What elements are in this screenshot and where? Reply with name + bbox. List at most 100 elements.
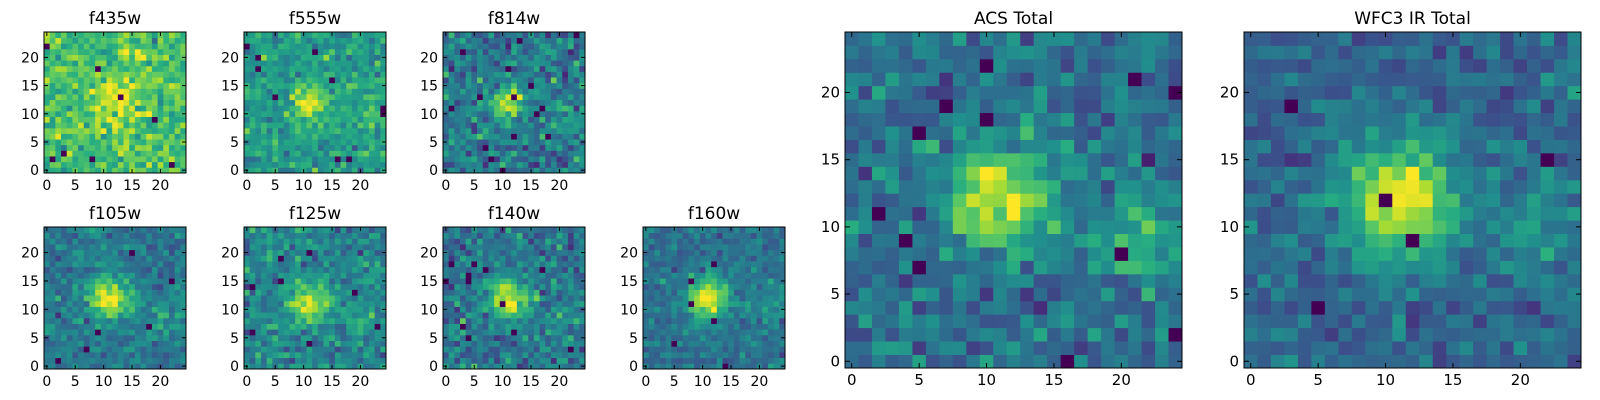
heatmap-cell bbox=[134, 122, 141, 129]
heatmap-cell bbox=[511, 227, 518, 234]
heatmap-cell bbox=[306, 32, 313, 39]
heatmap-cell bbox=[579, 255, 586, 262]
heatmap-cell bbox=[885, 327, 900, 342]
heatmap-cell bbox=[699, 289, 706, 296]
heatmap-cell bbox=[539, 77, 546, 84]
heatmap-cell bbox=[174, 88, 181, 95]
heatmap-cell bbox=[278, 306, 285, 313]
heatmap-cell bbox=[95, 105, 102, 112]
heatmap-cell bbox=[334, 295, 341, 302]
heatmap-cell bbox=[516, 32, 523, 39]
heatmap-cell bbox=[505, 94, 512, 101]
heatmap-cell bbox=[733, 323, 740, 330]
axes-frame bbox=[243, 31, 387, 174]
heatmap-cell bbox=[722, 300, 729, 307]
heatmap-cell bbox=[249, 82, 256, 89]
heatmap-cell bbox=[767, 289, 775, 296]
heatmap-cell bbox=[522, 110, 529, 117]
heatmap-cell bbox=[168, 105, 176, 112]
heatmap-cell bbox=[460, 283, 467, 290]
heatmap-cell bbox=[346, 329, 353, 336]
heatmap-cell bbox=[722, 329, 729, 336]
heatmap-cell bbox=[567, 65, 575, 72]
heatmap-cell bbox=[567, 357, 575, 364]
heatmap-cell bbox=[733, 272, 740, 279]
heatmap-cell bbox=[95, 283, 102, 290]
heatmap-cell bbox=[174, 351, 181, 359]
heatmap-cell bbox=[494, 127, 501, 134]
heatmap-cell bbox=[306, 122, 313, 129]
heatmap-cell bbox=[255, 116, 262, 123]
heatmap-cell bbox=[773, 261, 780, 268]
heatmap-cell bbox=[505, 363, 512, 370]
heatmap-cell bbox=[49, 32, 56, 39]
heatmap-cell bbox=[993, 273, 1008, 288]
heatmap-cell bbox=[351, 346, 358, 353]
heatmap-cell bbox=[1101, 233, 1115, 248]
heatmap-cell bbox=[272, 329, 279, 336]
heatmap-cell bbox=[61, 363, 68, 370]
heatmap-cell bbox=[117, 150, 124, 157]
heatmap-cell bbox=[272, 99, 279, 106]
heatmap-cell bbox=[516, 37, 523, 44]
heatmap-cell bbox=[140, 60, 147, 67]
heatmap-cell bbox=[100, 71, 107, 78]
heatmap-cell bbox=[78, 244, 85, 251]
heatmap-cell bbox=[266, 340, 273, 347]
heatmap-cell bbox=[261, 156, 268, 163]
heatmap-cell bbox=[516, 71, 523, 78]
heatmap-cell bbox=[49, 238, 56, 245]
heatmap-cell bbox=[528, 77, 535, 84]
heatmap-cell bbox=[78, 255, 85, 262]
heatmap-cell bbox=[443, 65, 450, 72]
heatmap-cell bbox=[654, 346, 661, 353]
heatmap-cell bbox=[66, 261, 73, 268]
heatmap-cell bbox=[550, 272, 557, 279]
heatmap-cell bbox=[151, 300, 158, 307]
heatmap-cell bbox=[528, 346, 535, 353]
x-tick-label: 15 bbox=[522, 178, 540, 194]
heatmap-cell bbox=[249, 54, 256, 61]
heatmap-cell bbox=[898, 341, 913, 355]
heatmap-cell bbox=[745, 351, 752, 359]
heatmap-cell bbox=[1074, 354, 1089, 369]
heatmap-cell bbox=[465, 312, 472, 319]
heatmap-cell bbox=[249, 105, 256, 112]
heatmap-cell bbox=[95, 317, 102, 324]
heatmap-cell bbox=[129, 88, 136, 95]
heatmap-cell bbox=[482, 156, 489, 163]
heatmap-cell bbox=[134, 334, 141, 341]
heatmap-cell bbox=[1168, 193, 1183, 208]
heatmap-cell bbox=[117, 139, 124, 146]
heatmap-cell bbox=[1101, 287, 1115, 302]
heatmap-cell bbox=[168, 266, 176, 273]
heatmap-cell bbox=[306, 249, 313, 256]
y-tick-label: 0 bbox=[230, 359, 239, 375]
heatmap-cell bbox=[711, 261, 718, 268]
heatmap-cell bbox=[677, 249, 684, 256]
heatmap-cell bbox=[140, 272, 147, 279]
heatmap-cell bbox=[368, 357, 376, 364]
heatmap-cell bbox=[117, 105, 124, 112]
heatmap-cell bbox=[112, 261, 119, 268]
heatmap-cell bbox=[174, 249, 181, 256]
heatmap-cell bbox=[340, 139, 347, 146]
heatmap-cell bbox=[129, 300, 136, 307]
heatmap-cell bbox=[1006, 206, 1021, 221]
heatmap-cell bbox=[1047, 193, 1062, 208]
heatmap-cell bbox=[516, 54, 523, 61]
heatmap-cell bbox=[340, 127, 347, 134]
heatmap-cell bbox=[323, 110, 330, 117]
heatmap-cell bbox=[762, 232, 769, 239]
heatmap-cell bbox=[244, 317, 251, 324]
heatmap-cell bbox=[66, 88, 73, 95]
heatmap-cell bbox=[545, 232, 552, 239]
heatmap-cell bbox=[295, 357, 302, 364]
heatmap-cell bbox=[306, 357, 313, 364]
heatmap-cell bbox=[648, 232, 655, 239]
heatmap-cell bbox=[123, 244, 130, 251]
heatmap-cell bbox=[374, 127, 381, 134]
heatmap-cell bbox=[739, 244, 746, 251]
heatmap-cell bbox=[925, 287, 940, 302]
